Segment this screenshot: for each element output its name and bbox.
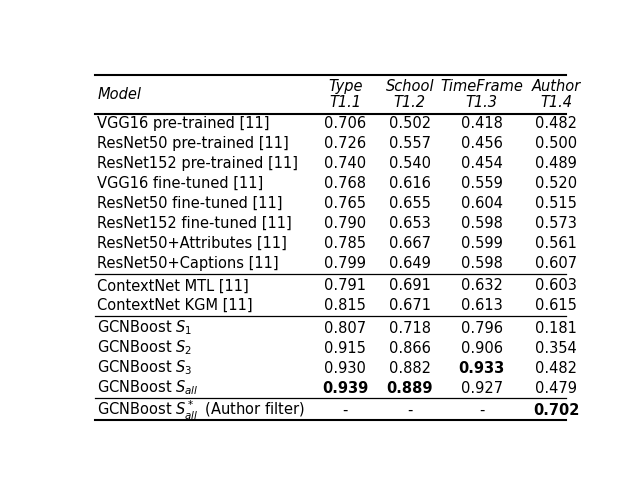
Text: 0.520: 0.520 xyxy=(535,176,577,191)
Text: 0.482: 0.482 xyxy=(535,116,577,131)
Text: 0.456: 0.456 xyxy=(461,136,502,151)
Text: 0.790: 0.790 xyxy=(324,216,367,231)
Text: ResNet50 pre-trained [11]: ResNet50 pre-trained [11] xyxy=(97,136,289,151)
Text: ResNet50 fine-tuned [11]: ResNet50 fine-tuned [11] xyxy=(97,196,283,211)
Text: 0.561: 0.561 xyxy=(535,236,577,251)
Text: 0.785: 0.785 xyxy=(324,236,366,251)
Text: 0.667: 0.667 xyxy=(389,236,431,251)
Text: 0.655: 0.655 xyxy=(389,196,431,211)
Text: TimeFrame: TimeFrame xyxy=(440,78,523,93)
Text: 0.815: 0.815 xyxy=(324,298,366,313)
Text: GCNBoost $S_2$: GCNBoost $S_2$ xyxy=(97,339,193,357)
Text: 0.613: 0.613 xyxy=(461,298,502,313)
Text: 0.181: 0.181 xyxy=(535,320,577,335)
Text: 0.454: 0.454 xyxy=(461,156,502,171)
Text: 0.649: 0.649 xyxy=(389,256,431,271)
Text: 0.889: 0.889 xyxy=(387,381,433,396)
Text: 0.768: 0.768 xyxy=(324,176,366,191)
Text: 0.598: 0.598 xyxy=(461,256,502,271)
Text: T1.1: T1.1 xyxy=(330,95,362,110)
Text: 0.479: 0.479 xyxy=(535,381,577,396)
Text: ContextNet KGM [11]: ContextNet KGM [11] xyxy=(97,298,253,313)
Text: VGG16 fine-tuned [11]: VGG16 fine-tuned [11] xyxy=(97,176,264,191)
Text: 0.933: 0.933 xyxy=(459,361,505,376)
Text: 0.515: 0.515 xyxy=(535,196,577,211)
Text: 0.607: 0.607 xyxy=(535,256,577,271)
Text: ResNet152 pre-trained [11]: ResNet152 pre-trained [11] xyxy=(97,156,298,171)
Text: 0.632: 0.632 xyxy=(461,278,502,293)
Text: 0.702: 0.702 xyxy=(533,403,579,418)
Text: 0.500: 0.500 xyxy=(535,136,577,151)
Text: 0.418: 0.418 xyxy=(461,116,502,131)
Text: -: - xyxy=(407,403,413,418)
Text: 0.604: 0.604 xyxy=(461,196,503,211)
Text: GCNBoost $S_3$: GCNBoost $S_3$ xyxy=(97,359,193,377)
Text: GCNBoost $S_1$: GCNBoost $S_1$ xyxy=(97,319,193,337)
Text: 0.573: 0.573 xyxy=(535,216,577,231)
Text: 0.671: 0.671 xyxy=(389,298,431,313)
Text: 0.866: 0.866 xyxy=(389,340,431,356)
Text: 0.599: 0.599 xyxy=(461,236,502,251)
Text: 0.502: 0.502 xyxy=(388,116,431,131)
Text: Type: Type xyxy=(328,78,363,93)
Text: 0.557: 0.557 xyxy=(389,136,431,151)
Text: 0.796: 0.796 xyxy=(461,320,503,335)
Text: -: - xyxy=(479,403,484,418)
Text: -: - xyxy=(342,403,348,418)
Text: 0.740: 0.740 xyxy=(324,156,367,171)
Text: 0.653: 0.653 xyxy=(389,216,431,231)
Text: 0.616: 0.616 xyxy=(389,176,431,191)
Text: 0.930: 0.930 xyxy=(324,361,366,376)
Text: School: School xyxy=(385,78,434,93)
Text: 0.939: 0.939 xyxy=(322,381,369,396)
Text: 0.489: 0.489 xyxy=(535,156,577,171)
Text: 0.927: 0.927 xyxy=(461,381,503,396)
Text: T1.2: T1.2 xyxy=(394,95,426,110)
Text: GCNBoost $S_{all}^*$  (Author filter): GCNBoost $S_{all}^*$ (Author filter) xyxy=(97,399,305,422)
Text: VGG16 pre-trained [11]: VGG16 pre-trained [11] xyxy=(97,116,270,131)
Text: 0.765: 0.765 xyxy=(324,196,366,211)
Text: 0.540: 0.540 xyxy=(389,156,431,171)
Text: 0.718: 0.718 xyxy=(389,320,431,335)
Text: T1.4: T1.4 xyxy=(540,95,572,110)
Text: Model: Model xyxy=(97,87,141,102)
Text: 0.791: 0.791 xyxy=(324,278,366,293)
Text: 0.598: 0.598 xyxy=(461,216,502,231)
Text: 0.807: 0.807 xyxy=(324,320,367,335)
Text: Author: Author xyxy=(532,78,580,93)
Text: 0.691: 0.691 xyxy=(389,278,431,293)
Text: 0.482: 0.482 xyxy=(535,361,577,376)
Text: ResNet50+Attributes [11]: ResNet50+Attributes [11] xyxy=(97,236,287,251)
Text: GCNBoost $S_{all}$: GCNBoost $S_{all}$ xyxy=(97,379,199,397)
Text: 0.615: 0.615 xyxy=(535,298,577,313)
Text: ContextNet MTL [11]: ContextNet MTL [11] xyxy=(97,278,249,293)
Text: ResNet50+Captions [11]: ResNet50+Captions [11] xyxy=(97,256,279,271)
Text: T1.3: T1.3 xyxy=(466,95,498,110)
Text: 0.706: 0.706 xyxy=(324,116,367,131)
Text: 0.559: 0.559 xyxy=(461,176,502,191)
Text: 0.354: 0.354 xyxy=(535,340,577,356)
Text: ResNet152 fine-tuned [11]: ResNet152 fine-tuned [11] xyxy=(97,216,292,231)
Text: 0.799: 0.799 xyxy=(324,256,366,271)
Text: 0.906: 0.906 xyxy=(461,340,503,356)
Text: 0.726: 0.726 xyxy=(324,136,367,151)
Text: 0.882: 0.882 xyxy=(389,361,431,376)
Text: 0.915: 0.915 xyxy=(324,340,366,356)
Text: 0.603: 0.603 xyxy=(535,278,577,293)
